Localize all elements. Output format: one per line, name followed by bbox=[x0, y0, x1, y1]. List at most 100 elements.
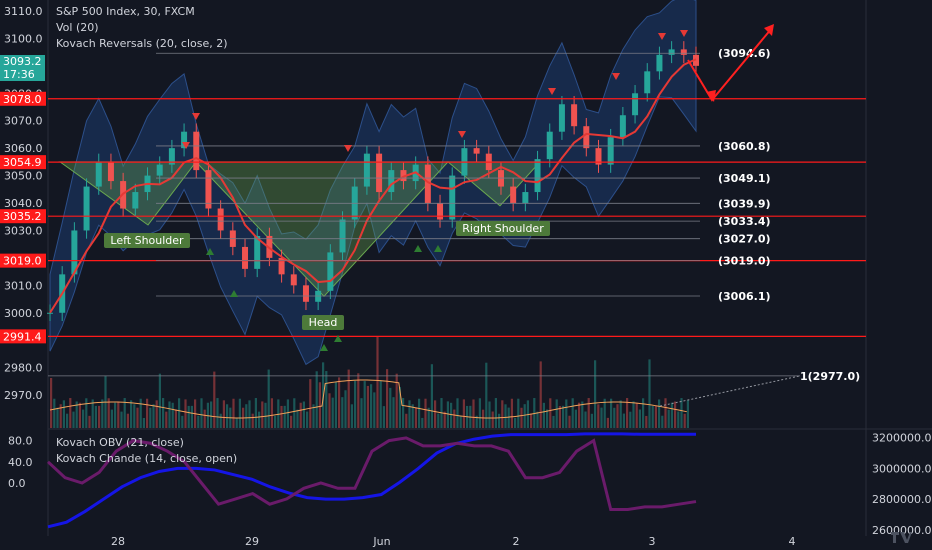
volume-bar bbox=[622, 413, 625, 428]
pattern-label: Left Shoulder bbox=[110, 234, 184, 247]
volume-bar bbox=[571, 398, 574, 428]
candle-body bbox=[400, 170, 407, 182]
volume-bar bbox=[197, 415, 200, 428]
volume-bar bbox=[107, 398, 110, 428]
volume-bar bbox=[587, 398, 590, 428]
volume-bar bbox=[402, 398, 405, 428]
candle-body bbox=[583, 126, 590, 149]
reversal-up-marker bbox=[434, 245, 442, 252]
volume-bar bbox=[114, 402, 117, 428]
volume-bar bbox=[523, 404, 526, 428]
volume-bar bbox=[296, 409, 299, 428]
current-price-badge: 3093.2 17:36 bbox=[0, 55, 45, 81]
volume-bar bbox=[78, 402, 81, 428]
volume-bar bbox=[600, 407, 603, 428]
tradingview-logo-icon[interactable] bbox=[890, 530, 912, 544]
volume-bar bbox=[178, 398, 181, 428]
fib-level-label: (3027.0) bbox=[718, 233, 771, 246]
volume-bar bbox=[69, 398, 72, 428]
candle-body bbox=[680, 49, 687, 55]
y-tick-label: 3070.0 bbox=[4, 115, 43, 128]
volume-bar bbox=[664, 398, 667, 428]
volume-bar bbox=[59, 404, 62, 428]
reversal-down-marker bbox=[680, 30, 688, 37]
volume-bar bbox=[226, 404, 229, 428]
volume-bar bbox=[424, 398, 427, 428]
x-tick-label: 2 bbox=[513, 535, 520, 548]
pattern-label-bg bbox=[104, 233, 190, 248]
reversal-ma-line bbox=[49, 58, 697, 314]
candle-body bbox=[278, 257, 285, 275]
volume-bar bbox=[536, 411, 539, 428]
volume-bar bbox=[213, 371, 216, 428]
volume-bar bbox=[101, 399, 104, 428]
candle-body bbox=[510, 186, 517, 204]
pattern-label-bg bbox=[302, 315, 344, 330]
obv-tick-label: 3000000.0 bbox=[872, 462, 932, 475]
candle-body bbox=[242, 246, 249, 269]
volume-bar bbox=[283, 405, 286, 428]
volume-bar bbox=[504, 404, 507, 428]
volume-bar bbox=[245, 404, 248, 428]
volume-bar bbox=[210, 401, 213, 428]
volume-bar bbox=[552, 415, 555, 428]
volume-bar bbox=[603, 398, 606, 428]
volume-bar bbox=[549, 398, 552, 428]
y-tick-label: 3110.0 bbox=[4, 5, 43, 18]
volume-bar bbox=[632, 401, 635, 428]
volume-bar bbox=[658, 399, 661, 428]
volume-bar bbox=[408, 400, 411, 428]
volume-bar bbox=[382, 406, 385, 428]
reversal-down-marker bbox=[658, 33, 666, 40]
volume-bar bbox=[350, 404, 353, 428]
volume-bar bbox=[546, 409, 549, 428]
volume-bar bbox=[235, 417, 238, 428]
reversal-down-marker bbox=[192, 113, 200, 120]
fib-level-label: (3006.1) bbox=[718, 290, 771, 303]
volume-bar bbox=[171, 402, 174, 428]
x-tick-label: 29 bbox=[245, 535, 259, 548]
candle-body bbox=[339, 219, 346, 253]
volume-bar bbox=[661, 415, 664, 428]
volume-bar bbox=[216, 398, 219, 428]
candle-body bbox=[424, 164, 431, 204]
candle-body bbox=[595, 148, 602, 165]
volume-bar bbox=[389, 387, 392, 428]
volume-bar bbox=[139, 398, 142, 428]
volume-bar bbox=[357, 373, 360, 428]
volume-bar bbox=[286, 399, 289, 428]
candle-body bbox=[217, 208, 224, 231]
pattern-label: Right Shoulder bbox=[462, 222, 544, 235]
x-tick-label: Jun bbox=[372, 535, 390, 548]
volume-bar bbox=[590, 413, 593, 428]
arrow-head bbox=[764, 24, 774, 36]
reversal-down-marker bbox=[548, 88, 556, 95]
volume-bar bbox=[261, 401, 264, 428]
volume-bar bbox=[498, 413, 501, 428]
countdown-value: 17:36 bbox=[3, 68, 35, 81]
osc-tick-label: 40.0 bbox=[8, 456, 33, 469]
volume-bar bbox=[338, 377, 341, 428]
volume-bar bbox=[168, 401, 171, 428]
volume-bar bbox=[376, 336, 379, 428]
volume-bar bbox=[149, 407, 152, 428]
volume-bar bbox=[248, 400, 251, 428]
volume-bar bbox=[555, 399, 558, 428]
volume-bar bbox=[98, 405, 101, 428]
volume-bar bbox=[254, 398, 257, 428]
volume-bar bbox=[306, 411, 309, 428]
volume-bar bbox=[190, 405, 193, 428]
volume-bar bbox=[510, 398, 513, 428]
volume-bar bbox=[485, 362, 488, 428]
volume-bar bbox=[203, 409, 206, 428]
support-badge-label: 3035.2 bbox=[3, 210, 42, 223]
volume-bar bbox=[443, 411, 446, 428]
volume-bar bbox=[133, 404, 136, 428]
candle-body bbox=[181, 131, 188, 149]
volume-bar bbox=[558, 405, 561, 428]
candle-body bbox=[607, 137, 614, 165]
volume-bar bbox=[318, 382, 321, 428]
volume-bar bbox=[472, 399, 475, 428]
